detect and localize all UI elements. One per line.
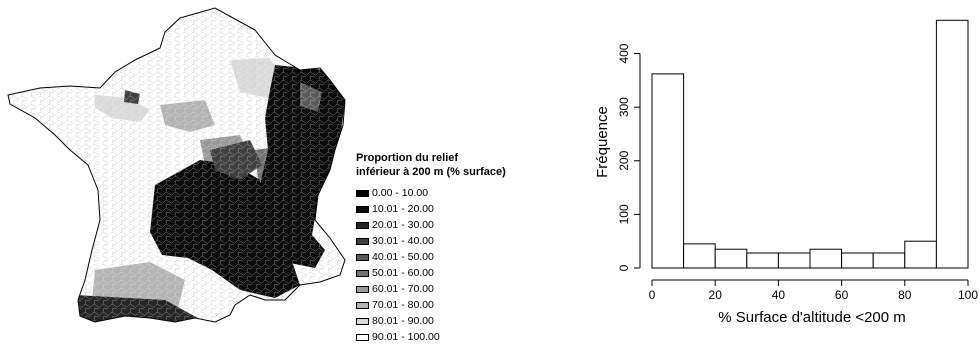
legend-item: 0.00 - 10.00 [356, 185, 440, 201]
legend-item: 70.01 - 80.00 [356, 297, 440, 313]
x-tick-label: 0 [649, 288, 656, 302]
histogram-bar [714, 248, 748, 269]
france-outline [7, 7, 346, 323]
legend-label: 50.01 - 60.00 [372, 267, 434, 279]
x-tick-label: 40 [772, 288, 786, 302]
histogram-bar [809, 248, 843, 269]
legend-item: 80.01 - 90.00 [356, 313, 440, 329]
x-tick-label: 100 [958, 288, 978, 302]
histogram-panel: Fréquence % Surface d'altitude <200 m 0 1… [585, 0, 980, 352]
histogram-bar [746, 252, 779, 269]
legend-item: 90.01 - 100.00 [356, 329, 440, 345]
legend-label: 70.01 - 80.00 [372, 299, 434, 311]
x-axis: 0 20 40 60 80 100 [649, 279, 978, 302]
y-tick-label: 200 [617, 150, 631, 170]
legend-label: 10.01 - 20.00 [372, 203, 434, 215]
legend-item: 60.01 - 70.00 [356, 281, 440, 297]
y-axis-label: Fréquence [594, 106, 611, 178]
y-tick-label: 300 [617, 97, 631, 117]
y-tick-label: 100 [617, 204, 631, 224]
legend-title-line2: inférieur à 200 m (% surface) [356, 166, 506, 178]
legend-swatch [356, 189, 369, 197]
legend-item: 20.01 - 30.00 [356, 217, 440, 233]
histogram-bar [683, 243, 716, 269]
y-axis: 0 100 200 300 400 [617, 43, 641, 271]
legend-label: 60.01 - 70.00 [372, 283, 434, 295]
legend-swatch [356, 237, 369, 245]
legend-item: 40.01 - 50.00 [356, 249, 440, 265]
legend-title: Proportion du relief inférieur à 200 m (… [356, 151, 506, 179]
histogram-bars [651, 19, 969, 269]
histogram-bar [841, 252, 874, 269]
legend-label: 30.01 - 40.00 [372, 235, 434, 247]
legend-label: 40.01 - 50.00 [372, 251, 434, 263]
legend-swatch [356, 317, 369, 325]
histogram-bar [777, 252, 811, 269]
x-tick-label: 80 [898, 288, 912, 302]
legend-label: 90.01 - 100.00 [372, 331, 440, 343]
france-map [7, 7, 346, 323]
legend-item: 30.01 - 40.00 [356, 233, 440, 249]
legend-swatch [356, 205, 369, 213]
legend-title-line1: Proportion du relief [356, 152, 459, 164]
map-regions [8, 8, 345, 322]
legend-item: 10.01 - 20.00 [356, 201, 440, 217]
legend-swatch [356, 221, 369, 229]
legend-swatch [356, 253, 369, 261]
histogram-bar [935, 19, 969, 269]
y-tick-label: 400 [617, 43, 631, 63]
legend-label: 80.01 - 90.00 [372, 315, 434, 327]
legend-label: 0.00 - 10.00 [372, 187, 429, 199]
choropleth-map-panel: Proportion du relief inférieur à 200 m (… [7, 7, 506, 345]
y-tick-label: 0 [617, 264, 631, 271]
histogram: Fréquence % Surface d'altitude <200 m 0 1… [594, 19, 978, 326]
legend-swatch [356, 333, 369, 341]
legend-swatch [356, 301, 369, 309]
legend-swatch [356, 285, 369, 293]
x-tick-label: 60 [835, 288, 849, 302]
histogram-bar [651, 73, 685, 269]
legend-swatch [356, 269, 369, 277]
x-axis-label: % Surface d'altitude <200 m [718, 309, 906, 326]
histogram-bar [904, 240, 937, 269]
map-legend: 0.00 - 10.00 10.01 - 20.00 20.01 - 30.00 30… [356, 185, 440, 345]
x-tick-label: 20 [709, 288, 723, 302]
histogram-bar [872, 252, 906, 269]
legend-item: 50.01 - 60.00 [356, 265, 440, 281]
legend-label: 20.01 - 30.00 [372, 219, 434, 231]
